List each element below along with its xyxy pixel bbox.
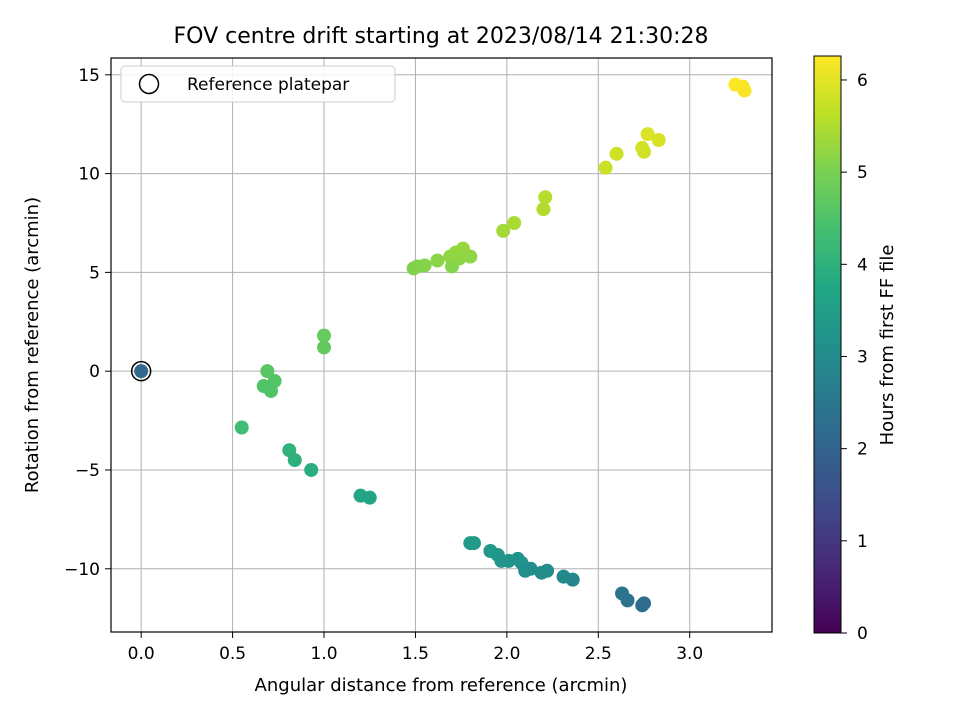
data-point bbox=[445, 259, 460, 274]
data-point bbox=[640, 127, 655, 142]
y-axis-ticks: −10 −5 0 5 10 15 bbox=[64, 66, 111, 580]
colorbar-tick-label: 0 bbox=[857, 624, 868, 644]
data-point bbox=[651, 133, 666, 147]
x-tick-label: 2.5 bbox=[585, 644, 612, 664]
y-tick-label: 10 bbox=[78, 165, 100, 185]
legend: Reference platepar bbox=[120, 65, 396, 103]
reference-point-group bbox=[130, 360, 152, 382]
grid bbox=[111, 58, 772, 632]
data-point bbox=[637, 596, 652, 611]
colorbar-tick-label: 4 bbox=[857, 255, 868, 275]
data-point bbox=[263, 383, 278, 398]
legend-marker bbox=[138, 73, 160, 95]
data-point bbox=[406, 261, 421, 276]
plot-area: 0.0 0.5 1.0 1.5 2.0 2.5 3.0 −10 −5 0 5 10 15 bbox=[64, 57, 773, 664]
data-point bbox=[430, 253, 445, 268]
data-point bbox=[620, 593, 635, 608]
data-point bbox=[507, 215, 522, 230]
data-point bbox=[496, 223, 511, 238]
data-point bbox=[287, 453, 302, 468]
data-point bbox=[609, 146, 624, 161]
legend-label: Reference platepar bbox=[187, 75, 349, 95]
x-tick-label: 0.5 bbox=[219, 644, 246, 664]
y-tick-label: 15 bbox=[78, 66, 100, 86]
data-point bbox=[523, 561, 538, 576]
data-point bbox=[538, 190, 553, 205]
data-point bbox=[540, 563, 555, 578]
data-point bbox=[466, 536, 481, 551]
y-tick-label: −5 bbox=[75, 461, 100, 481]
data-point bbox=[463, 249, 478, 264]
colorbar-tick-label: 1 bbox=[857, 532, 868, 552]
colorbar-label: Hours from first FF file bbox=[877, 245, 898, 446]
colorbar-tick-label: 6 bbox=[857, 71, 868, 91]
y-axis-label: Rotation from reference (arcmin) bbox=[22, 197, 43, 493]
reference-point bbox=[134, 364, 149, 379]
data-point bbox=[362, 490, 377, 505]
data-point bbox=[536, 202, 551, 217]
data-point bbox=[260, 364, 275, 379]
data-point bbox=[565, 572, 580, 587]
x-tick-label: 1.5 bbox=[402, 644, 429, 664]
colorbar: 0 1 2 3 4 5 6 Hours from first FF file bbox=[813, 55, 898, 644]
legend-box bbox=[120, 65, 396, 103]
y-tick-label: −10 bbox=[64, 560, 100, 580]
data-point bbox=[317, 340, 332, 355]
data-point bbox=[234, 420, 249, 435]
colorbar-tick-label: 3 bbox=[857, 347, 868, 367]
chart-title: FOV centre drift starting at 2023/08/14 … bbox=[174, 24, 709, 49]
y-tick-label: 0 bbox=[89, 362, 100, 382]
data-point bbox=[317, 328, 332, 343]
x-axis-label: Angular distance from reference (arcmin) bbox=[255, 675, 628, 696]
data-point bbox=[637, 144, 652, 159]
x-tick-label: 0.0 bbox=[128, 644, 155, 664]
x-tick-label: 1.0 bbox=[310, 644, 337, 664]
y-tick-label: 5 bbox=[89, 263, 100, 283]
colorbar-gradient bbox=[813, 55, 842, 634]
data-points bbox=[234, 77, 752, 613]
colorbar-tick-label: 2 bbox=[857, 440, 868, 460]
plot-frame bbox=[110, 57, 773, 633]
data-point bbox=[304, 462, 319, 477]
x-tick-label: 2.0 bbox=[493, 644, 520, 664]
data-point bbox=[737, 83, 752, 98]
data-point bbox=[598, 160, 613, 175]
colorbar-tick-label: 5 bbox=[857, 163, 868, 183]
reference-point-ring bbox=[130, 360, 152, 382]
colorbar-ticks: 0 1 2 3 4 5 6 bbox=[841, 71, 868, 644]
x-axis-ticks: 0.0 0.5 1.0 1.5 2.0 2.5 3.0 bbox=[128, 632, 703, 664]
x-tick-label: 3.0 bbox=[676, 644, 703, 664]
